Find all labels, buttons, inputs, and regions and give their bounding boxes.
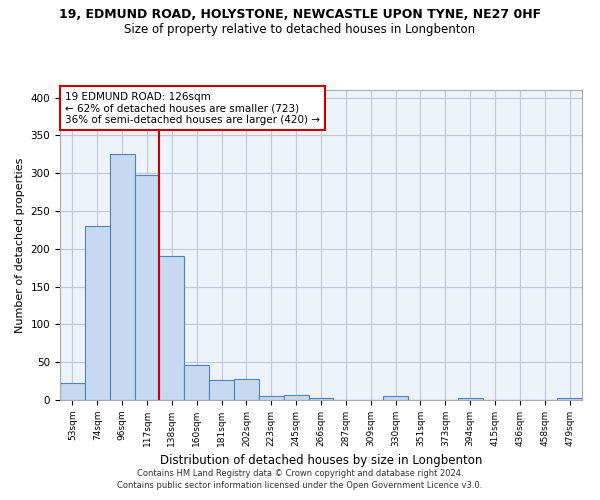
Text: Contains HM Land Registry data © Crown copyright and database right 2024.: Contains HM Land Registry data © Crown c… <box>137 468 463 477</box>
Bar <box>383 396 408 400</box>
Bar <box>85 226 110 400</box>
Bar <box>60 384 85 400</box>
Bar <box>184 365 209 400</box>
Text: 19 EDMUND ROAD: 126sqm
← 62% of detached houses are smaller (723)
36% of semi-de: 19 EDMUND ROAD: 126sqm ← 62% of detached… <box>65 92 320 124</box>
Text: 19, EDMUND ROAD, HOLYSTONE, NEWCASTLE UPON TYNE, NE27 0HF: 19, EDMUND ROAD, HOLYSTONE, NEWCASTLE UP… <box>59 8 541 20</box>
Text: Size of property relative to detached houses in Longbenton: Size of property relative to detached ho… <box>124 22 476 36</box>
Bar <box>209 380 234 400</box>
Bar <box>259 396 284 400</box>
Y-axis label: Number of detached properties: Number of detached properties <box>15 158 25 332</box>
Bar <box>160 256 184 400</box>
Bar <box>284 396 308 400</box>
Bar <box>234 379 259 400</box>
Text: Contains public sector information licensed under the Open Government Licence v3: Contains public sector information licen… <box>118 481 482 490</box>
Bar <box>134 174 160 400</box>
Bar <box>557 398 582 400</box>
X-axis label: Distribution of detached houses by size in Longbenton: Distribution of detached houses by size … <box>160 454 482 468</box>
Bar <box>458 398 482 400</box>
Bar <box>308 398 334 400</box>
Bar <box>110 154 134 400</box>
